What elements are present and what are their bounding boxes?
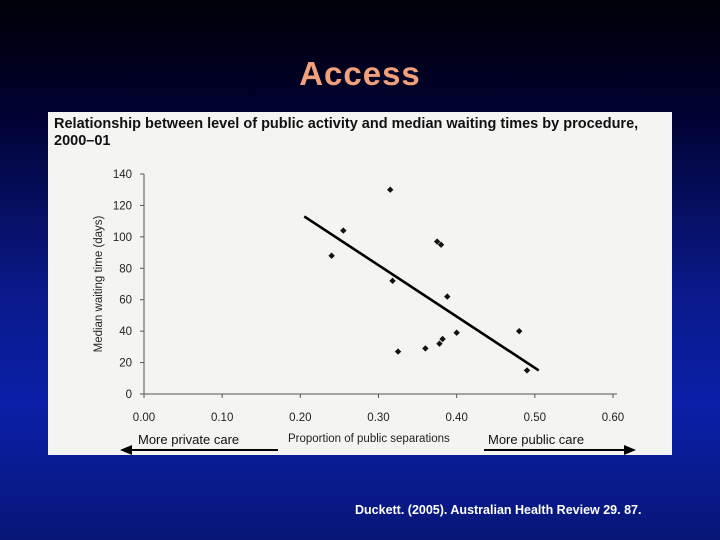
- scatter-chart: 0 20 40 60 80 100 120 140 0.00 0.10 0.20 0.30 0.40 0.…: [93, 169, 636, 455]
- y-tick-label: 40: [119, 326, 132, 338]
- left-arrow-head: [120, 445, 132, 455]
- y-tick-label: 120: [113, 200, 132, 212]
- data-point: [389, 277, 396, 285]
- x-axis-label: Proportion of public separations: [288, 433, 450, 445]
- x-tick-label: 0.10: [211, 412, 233, 424]
- slide-title: Access: [299, 55, 421, 92]
- x-tick-label: 0.60: [602, 412, 624, 424]
- data-point: [444, 293, 451, 300]
- x-tick-label: 0.50: [524, 412, 546, 424]
- y-tick-label: 140: [113, 169, 132, 181]
- data-point: [422, 345, 429, 352]
- y-tick-label: 100: [113, 232, 132, 244]
- data-point: [516, 327, 523, 335]
- direction-arrows: [120, 445, 636, 455]
- y-tick-label: 60: [119, 295, 132, 307]
- data-point: [328, 252, 335, 259]
- data-point: [436, 340, 443, 347]
- y-tick-label: 0: [126, 389, 132, 401]
- x-tick-label: 0.20: [289, 412, 311, 424]
- x-tick-label: 0.00: [133, 412, 155, 424]
- data-point: [437, 241, 445, 248]
- y-tick-label: 20: [119, 358, 132, 370]
- y-axis-label: Median waiting time (days): [93, 215, 105, 352]
- citation: Duckett. (2005). Australian Health Revie…: [355, 503, 642, 517]
- data-point: [453, 329, 460, 336]
- data-point: [340, 227, 347, 234]
- data-point: [394, 348, 402, 355]
- x-tick-label: 0.30: [367, 412, 389, 424]
- chart-figure: 0 20 40 60 80 100 120 140 0.00 0.10 0.20 0.30 0.40 0.…: [48, 112, 672, 455]
- chart-title: Relationship between level of public act…: [54, 116, 639, 149]
- y-tick-label: 80: [119, 263, 132, 275]
- right-arrow-head: [624, 445, 636, 455]
- data-point: [387, 186, 394, 193]
- trendline-group: [303, 215, 540, 372]
- more-private-care-label: More private care: [136, 432, 242, 447]
- chart-axes: 0 20 40 60 80 100 120 140 0.00 0.10 0.20 0.30 0.40 0.…: [93, 169, 624, 445]
- data-point: [433, 238, 441, 245]
- x-tick-label: 0.40: [445, 412, 467, 424]
- trendline: [303, 215, 540, 372]
- data-point: [439, 335, 446, 343]
- more-public-care-label: More public care: [486, 432, 587, 447]
- data-point: [523, 367, 531, 374]
